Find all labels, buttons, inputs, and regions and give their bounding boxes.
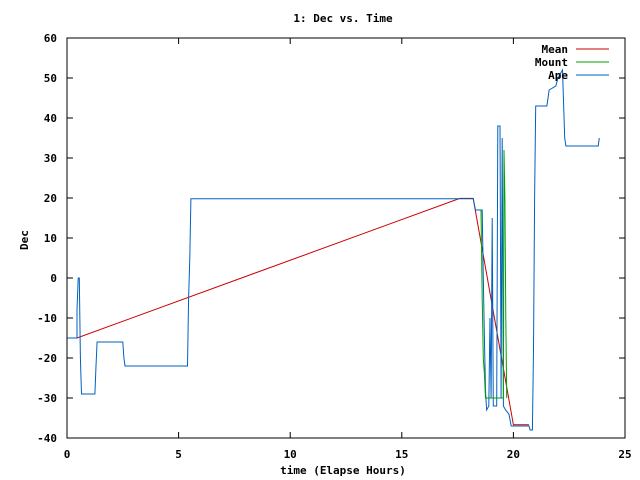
x-tick-label: 25 — [618, 448, 631, 461]
y-tick-label: 50 — [44, 72, 57, 85]
y-tick-label: -30 — [37, 392, 57, 405]
x-axis-label: time (Elapse Hours) — [280, 464, 406, 477]
x-tick-label: 15 — [395, 448, 408, 461]
plot-area — [67, 68, 600, 431]
x-tick-label: 0 — [64, 448, 71, 461]
legend-label-mount: Mount — [535, 56, 568, 69]
series-line-mount — [480, 149, 508, 399]
y-tick-label: 40 — [44, 112, 57, 125]
y-axis-label: Dec — [18, 230, 31, 250]
legend-label-ape: Ape — [548, 69, 568, 82]
y-tick-label: 60 — [44, 32, 57, 45]
x-axis: 0 5 10 15 20 25 — [64, 38, 632, 461]
chart-title: 1: Dec vs. Time — [293, 12, 393, 25]
plot-frame — [66, 37, 626, 439]
y-tick-label: 10 — [44, 232, 57, 245]
y-tick-label: 20 — [44, 192, 57, 205]
y-tick-label: 30 — [44, 152, 57, 165]
x-tick-label: 5 — [175, 448, 182, 461]
y-tick-label: -10 — [37, 312, 57, 325]
x-tick-label: 20 — [507, 448, 520, 461]
series-line-mean — [67, 197, 529, 426]
series-line-ape — [67, 68, 600, 431]
y-tick-label: -20 — [37, 352, 57, 365]
y-tick-label: -40 — [37, 432, 57, 445]
y-axis: -40 -30 -20 -10 0 10 20 30 40 50 60 — [37, 32, 625, 445]
legend-label-mean: Mean — [542, 43, 569, 56]
y-tick-label: 0 — [50, 272, 57, 285]
x-tick-label: 10 — [284, 448, 297, 461]
